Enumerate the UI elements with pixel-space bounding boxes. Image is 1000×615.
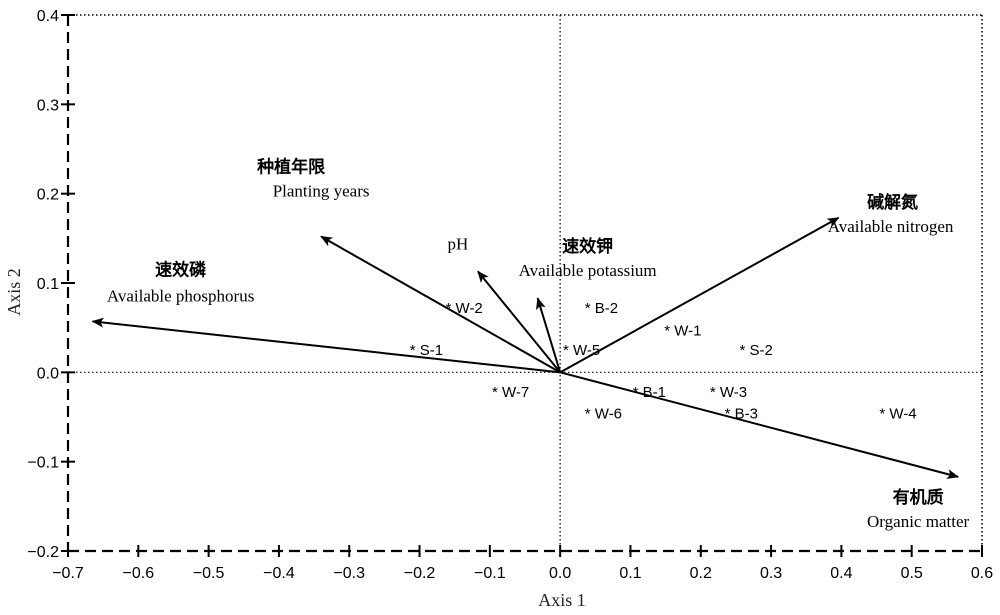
site-label: * W-3 (710, 384, 747, 401)
site-label: * W-1 (664, 322, 701, 339)
vector-label-cn: 速效磷 (155, 259, 207, 280)
x-tick-label: −0.3 (333, 565, 365, 582)
x-tick-label: −0.7 (52, 565, 84, 582)
x-tick-label: −0.1 (474, 565, 506, 582)
vector-label-en: pH (448, 234, 469, 253)
vector-arrow (91, 317, 561, 374)
site-label: * W-7 (492, 384, 529, 401)
sites-group: * W-2 * B-2 * W-1 * S-1 * W-5 * S-2 * W-7 * B-1… (410, 300, 917, 422)
vector-label-cn: 有机质 (893, 487, 944, 508)
vector-arrow (536, 297, 562, 373)
site-label: * W-4 (879, 405, 916, 422)
x-tick-label: 0.0 (549, 565, 571, 582)
y-tick-label: −0.2 (27, 544, 59, 561)
vector-label-en: Available phosphorus (107, 286, 254, 305)
x-tick-label: 0.4 (830, 565, 852, 582)
site-label: * B-2 (585, 300, 618, 317)
x-tick-label: 0.5 (901, 565, 923, 582)
plot-frame (68, 14, 983, 551)
vector-label-en: Available potassium (519, 261, 657, 280)
x-axis-title: Axis 1 (538, 590, 586, 610)
x-tick-label: 0.6 (971, 565, 993, 582)
vector-label-cn: 速效钾 (562, 236, 613, 257)
site-label: * S-2 (739, 342, 772, 359)
vector-arrow (559, 216, 840, 374)
site-label: * W-6 (585, 405, 622, 422)
x-tick-label: −0.2 (404, 565, 436, 582)
y-tick-label: 0.4 (37, 8, 59, 25)
site-label: * B-3 (725, 405, 758, 422)
vectors-group: 种植年限 Planting years pH 速效钾 Available potassi… (91, 157, 969, 531)
vector-arrow (477, 270, 561, 373)
x-tick-label: −0.6 (123, 565, 155, 582)
x-tick-label: 0.1 (619, 565, 641, 582)
y-tick-label: 0.1 (37, 276, 59, 293)
x-axis: −0.7 −0.6 −0.5 −0.4 −0.3 −0.2 −0.1 0.0 0.1 0.2 0.3… (52, 545, 993, 582)
x-tick-label: −0.4 (263, 565, 295, 582)
site-label: * W-2 (446, 300, 483, 317)
vector-arrow (320, 235, 561, 374)
vector-label-en: Organic matter (867, 512, 969, 531)
vector-arrow (559, 371, 960, 479)
y-axis: −0.2 −0.1 0.0 0.1 0.2 0.3 0.4 (27, 8, 75, 561)
zero-lines (68, 15, 982, 551)
y-axis-title: Axis 2 (4, 268, 24, 316)
x-tick-label: 0.2 (690, 565, 712, 582)
x-tick-label: 0.3 (760, 565, 782, 582)
vector-label-cn: 种植年限 (256, 157, 325, 178)
x-tick-label: −0.5 (193, 565, 225, 582)
vector-label-en: Available nitrogen (828, 217, 954, 236)
vector-label-en: Planting years (273, 182, 370, 201)
site-label: * S-1 (410, 342, 443, 359)
y-tick-label: −0.1 (27, 455, 59, 472)
vector-label-cn: 碱解氮 (867, 192, 918, 213)
y-tick-label: 0.0 (37, 365, 59, 382)
y-tick-label: 0.3 (37, 97, 59, 114)
site-label: * B-1 (633, 384, 666, 401)
y-tick-label: 0.2 (37, 187, 59, 204)
site-label: * W-5 (563, 342, 600, 359)
